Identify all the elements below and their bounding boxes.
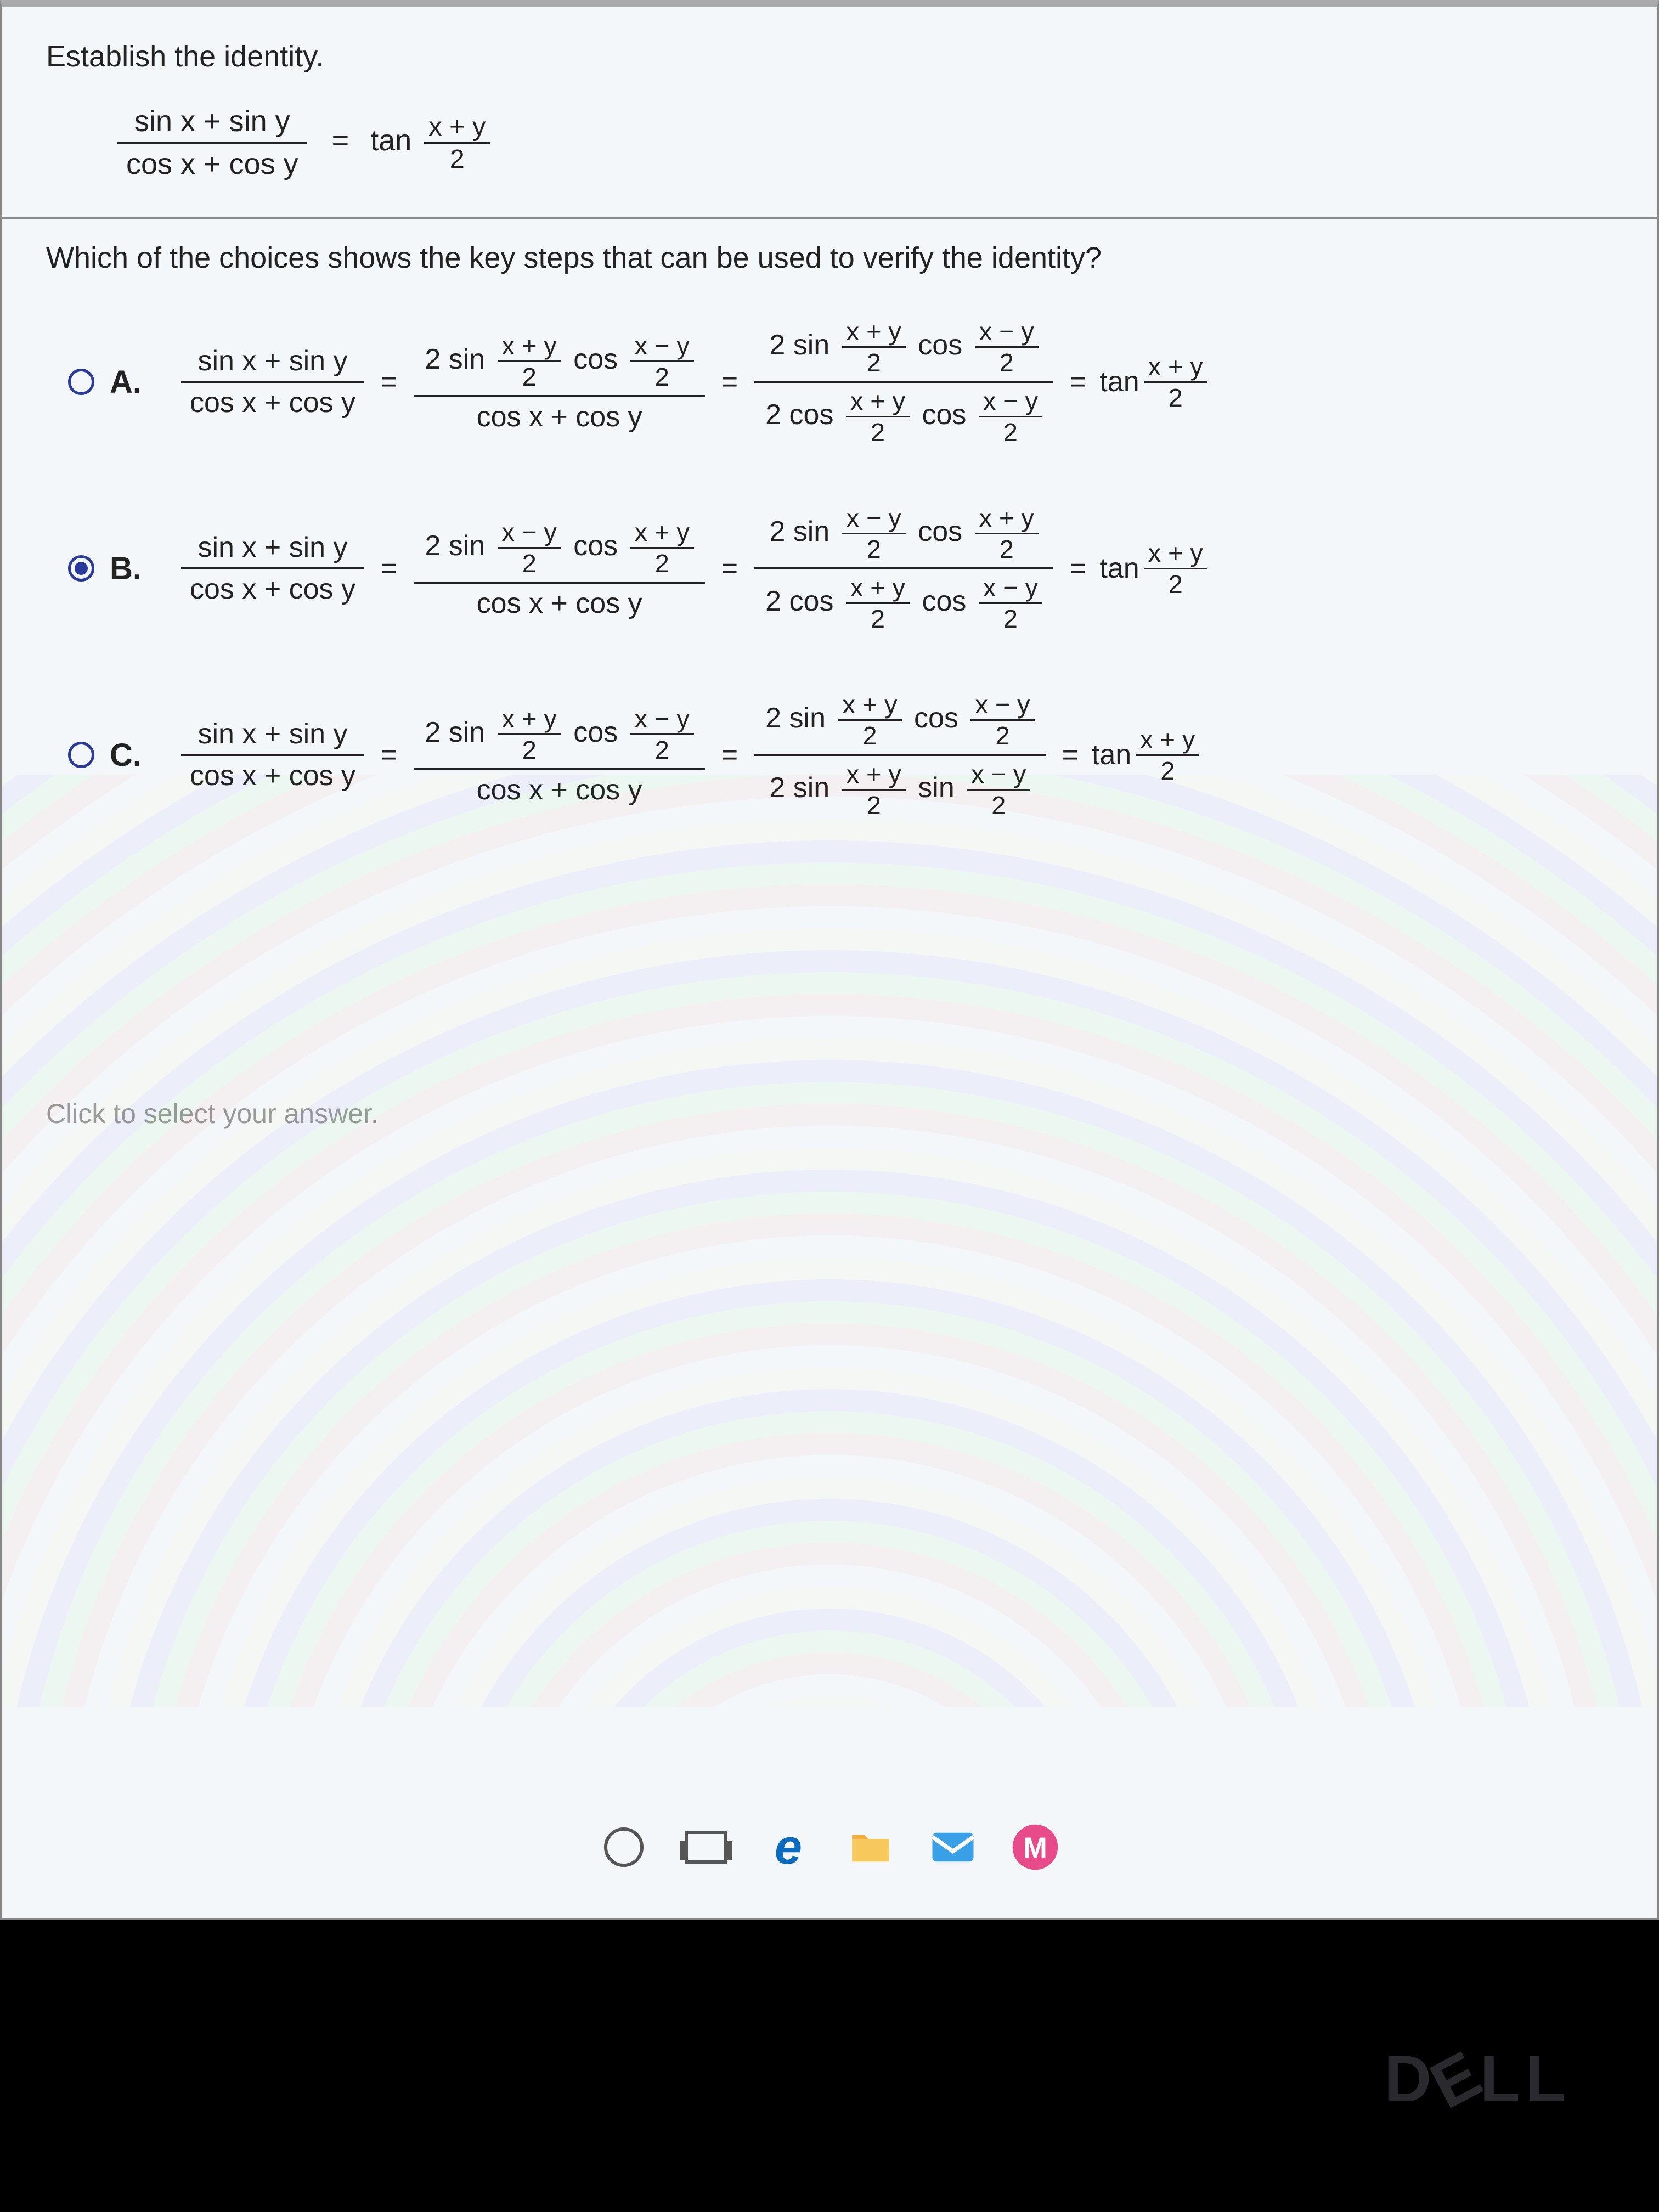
equation-chain: sin x + sin ycos x + cos y=2 sin x + y2 … xyxy=(176,686,1201,823)
question-panel: Establish the identity. sin x + sin y co… xyxy=(2,7,1657,1130)
identity-lhs-num: sin x + sin y xyxy=(126,101,299,142)
radio-option[interactable] xyxy=(68,369,94,395)
equals-sign: = xyxy=(332,124,349,157)
app-window: Establish the identity. sin x + sin y co… xyxy=(0,0,1659,1920)
edge-icon[interactable]: e xyxy=(764,1822,813,1872)
identity-rhs-fn: tan xyxy=(370,124,411,157)
radio-option[interactable] xyxy=(68,555,94,582)
file-explorer-icon[interactable] xyxy=(846,1822,895,1872)
pearson-icon[interactable]: M xyxy=(1011,1822,1060,1872)
cortana-icon[interactable] xyxy=(599,1822,648,1872)
radio-option[interactable] xyxy=(68,742,94,768)
choice-label: A. xyxy=(110,364,148,400)
question-text: Which of the choices shows the key steps… xyxy=(46,241,1613,275)
dell-logo: DELL xyxy=(1384,2041,1571,2117)
mail-icon[interactable] xyxy=(928,1822,978,1872)
prompt-text: Establish the identity. xyxy=(46,40,1613,74)
choice-row[interactable]: B. sin x + sin ycos x + cos y=2 sin x − y… xyxy=(68,500,1613,637)
identity-equation: sin x + sin y cos x + cos y = tan x + y … xyxy=(112,101,1613,184)
svg-text:M: M xyxy=(1023,1832,1047,1864)
choice-row[interactable]: C. sin x + sin ycos x + cos y=2 sin x + y… xyxy=(68,686,1613,823)
identity-lhs-fraction: sin x + sin y cos x + cos y xyxy=(117,101,307,184)
choice-label: C. xyxy=(110,737,148,774)
identity-lhs-den: cos x + cos y xyxy=(117,144,307,184)
taskview-icon[interactable] xyxy=(681,1822,731,1872)
equation-chain: sin x + sin ycos x + cos y=2 sin x − y2 … xyxy=(176,500,1210,637)
identity-rhs-arg: x + y 2 xyxy=(424,111,490,174)
equation-chain: sin x + sin ycos x + cos y=2 sin x + y2 … xyxy=(176,313,1210,450)
taskbar: e M xyxy=(599,1822,1060,1872)
choice-label: B. xyxy=(110,550,148,587)
hint-text: Click to select your answer. xyxy=(46,1098,1613,1130)
choice-list: A. sin x + sin ycos x + cos y=2 sin x + y… xyxy=(68,313,1613,823)
choice-row[interactable]: A. sin x + sin ycos x + cos y=2 sin x + y… xyxy=(68,313,1613,450)
divider xyxy=(2,217,1657,219)
